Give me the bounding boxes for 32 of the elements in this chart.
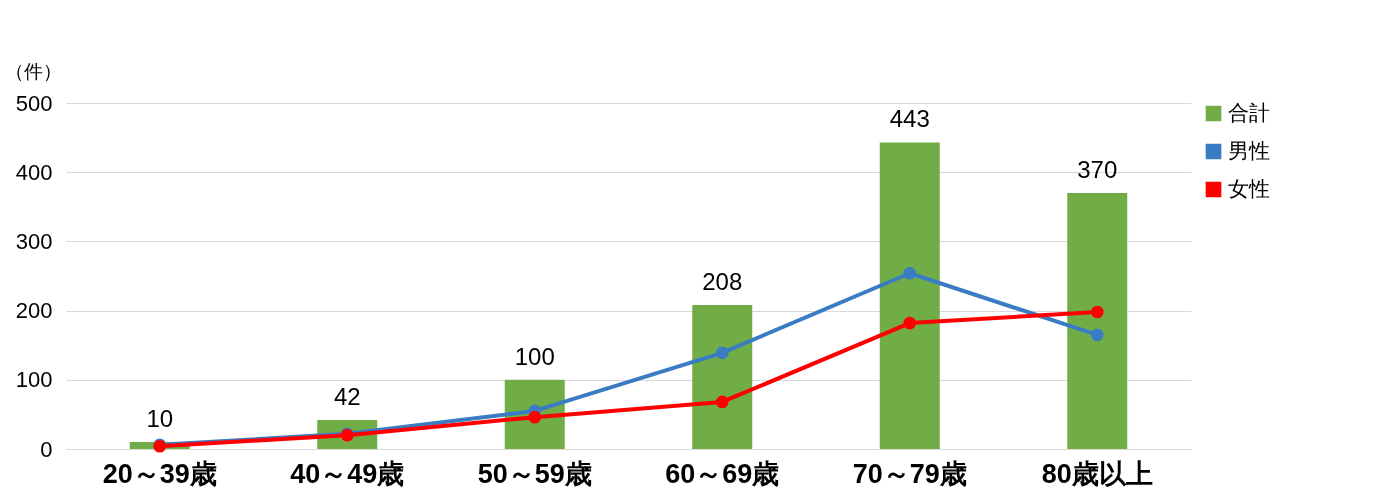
data-label: 42: [333, 382, 361, 410]
y-tick-label: 400: [15, 159, 53, 185]
point: [903, 316, 917, 330]
bar: [692, 305, 753, 449]
bar: [879, 142, 940, 449]
bar: [1067, 192, 1128, 449]
point: [715, 346, 729, 360]
x-tick-label: 80歳以上: [1041, 458, 1153, 488]
point: [1090, 328, 1104, 342]
y-tick-label: 500: [15, 90, 53, 116]
x-tick-label: 60～69歳: [665, 458, 780, 488]
data-label: 370: [1077, 155, 1118, 183]
y-tick-label: 300: [15, 228, 53, 254]
y-tick-label: 100: [15, 367, 53, 393]
point: [903, 266, 917, 280]
data-label: 443: [889, 105, 930, 133]
legend-label: 女性: [1228, 176, 1270, 200]
x-tick-label: 50～59歳: [477, 458, 592, 488]
y-axis-title: （件）: [4, 60, 62, 82]
x-tick-label: 70～79歳: [852, 458, 967, 488]
x-tick-label: 40～49歳: [290, 458, 405, 488]
data-label: 10: [146, 405, 174, 433]
data-label: 100: [514, 342, 555, 370]
y-tick-label: 0: [40, 436, 53, 462]
point: [715, 395, 729, 409]
legend-label: 合計: [1228, 100, 1270, 124]
x-tick-label: 20～39歳: [102, 458, 217, 488]
y-tick-label: 200: [15, 298, 53, 324]
point: [1090, 305, 1104, 319]
legend-label: 男性: [1228, 138, 1270, 162]
point: [528, 410, 542, 424]
data-label: 208: [702, 268, 743, 296]
